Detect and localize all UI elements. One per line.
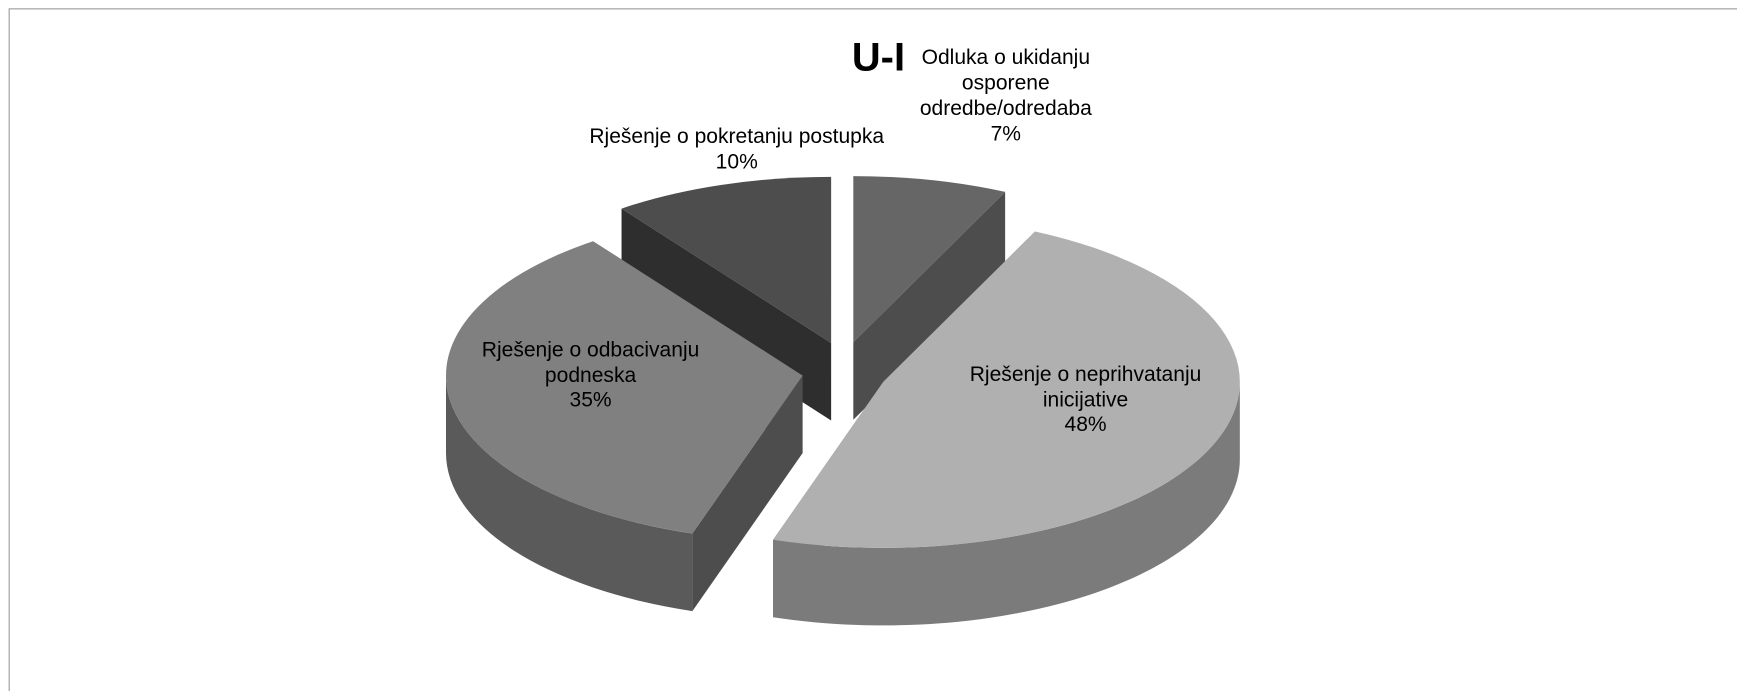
slice [446, 241, 803, 612]
value-label: 7% [990, 122, 1022, 146]
value-label: 10% [715, 150, 758, 174]
slice [773, 231, 1240, 626]
category-label: Odluka o ukidanju osporene odredbe/odred… [919, 46, 1092, 121]
data-label-box: Odluka o ukidanju osporene odredbe/odred… [906, 31, 1105, 164]
value-label: 48% [1064, 413, 1107, 437]
slice-outer-wall [446, 375, 693, 612]
data-label: Odluka o ukidanju osporene odredbe/odred… [906, 31, 1105, 164]
category-label: Rješenje o neprihvatanju inicijative [969, 362, 1202, 412]
data-label-box: Rješenje o pokretanju postupka 10% [571, 84, 903, 217]
slice-top [853, 176, 1006, 343]
slice-top [773, 231, 1240, 548]
slice-top [621, 176, 832, 343]
value-label: 35% [569, 389, 612, 413]
slice-top [446, 241, 803, 534]
data-label-box: Rješenje o neprihvatanju inicijative 48% [947, 334, 1224, 467]
chart-title: U-I [852, 35, 905, 79]
slice-cut-wall [853, 191, 1006, 420]
slice [853, 176, 1006, 420]
slice-outer-wall [773, 381, 1240, 626]
category-label: Rješenje o pokretanju postupka [589, 125, 885, 149]
data-label-box: Rješenje o odbacivanju podneska 35% [463, 310, 718, 443]
slice-cut-wall [692, 375, 803, 612]
category-label: Rješenje o odbacivanju podneska [481, 338, 700, 388]
